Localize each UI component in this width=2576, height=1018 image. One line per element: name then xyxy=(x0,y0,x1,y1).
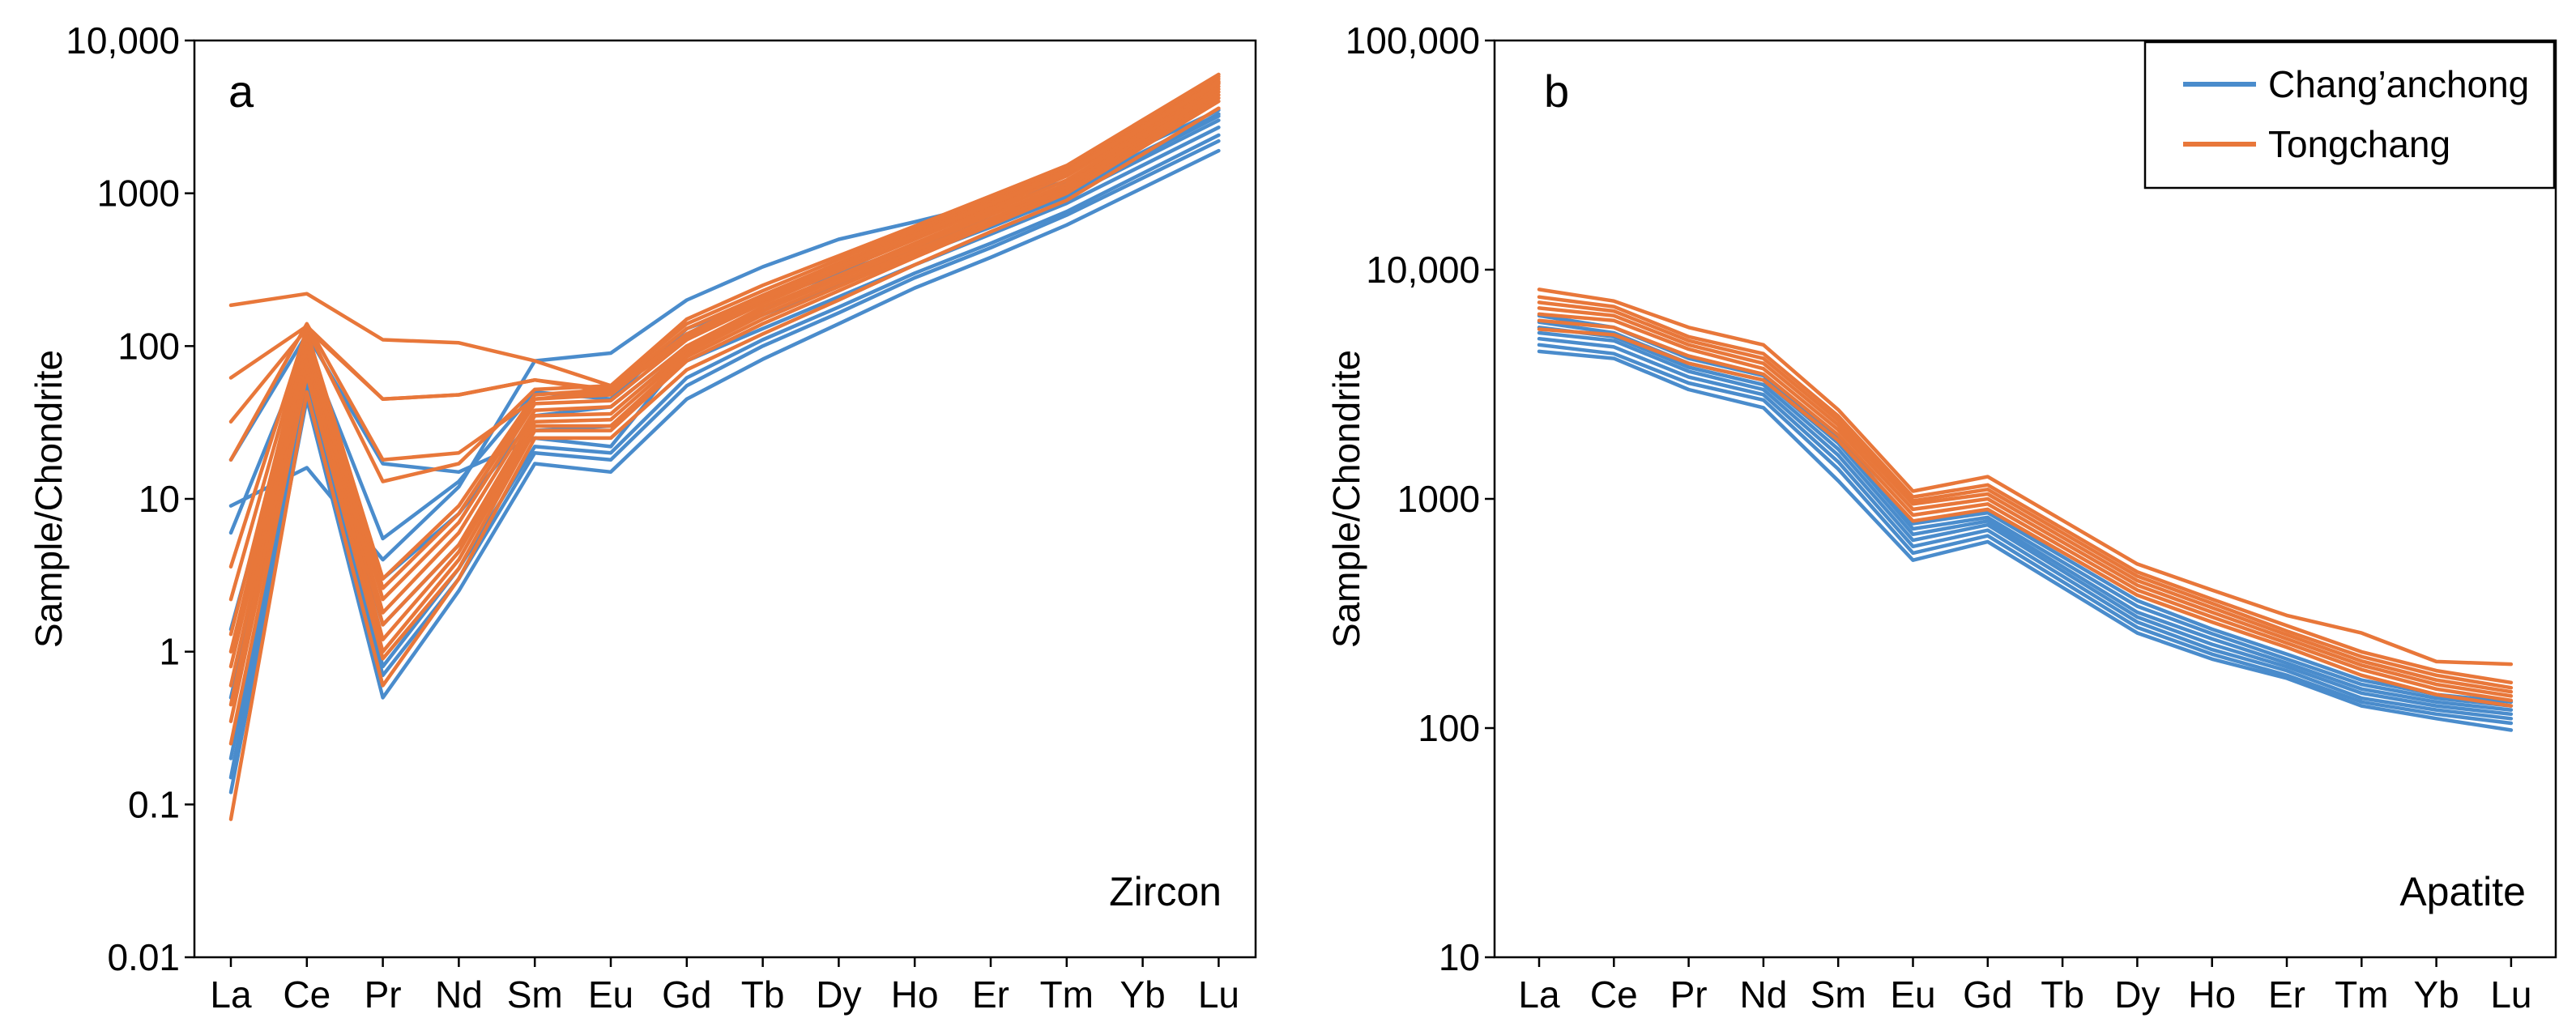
apatite-x-tick-label: Dy xyxy=(2114,973,2160,1016)
zircon-y-tick-label: 100 xyxy=(117,325,180,367)
apatite-series-line xyxy=(1537,326,2514,712)
apatite-y-tick-label: 1000 xyxy=(1397,478,1480,520)
zircon-y-tick-label: 0.01 xyxy=(107,936,180,978)
zircon-series-line xyxy=(228,106,1221,821)
zircon-y-tick-label: 1 xyxy=(159,631,180,673)
apatite-x-tick-label: Ho xyxy=(2188,973,2236,1016)
apatite-y-tick-label: 10,000 xyxy=(1366,249,1480,291)
zircon-series-line xyxy=(228,87,1221,669)
apatite-series-line xyxy=(1537,306,2514,694)
apatite-panel: 10 100 1000 10,000 100,000 La Ce Pr Nd Sm Eu Gd Tb Dy… xyxy=(1325,19,2557,1016)
zircon-y-tick-label: 1000 xyxy=(97,173,180,215)
zircon-series-line xyxy=(228,80,1221,402)
zircon-x-tick-label: Yb xyxy=(1120,973,1165,1016)
zircon-x-tick-label: Tm xyxy=(1040,973,1094,1016)
zircon-x-tick-label: Lu xyxy=(1198,973,1239,1016)
apatite-series-layer xyxy=(1537,288,2514,732)
zircon-y-tick-label: 0.1 xyxy=(128,783,180,825)
apatite-series-line xyxy=(1537,295,2514,685)
zircon-panel-letter: a xyxy=(228,66,254,117)
legend-label-tongchang: Tongchang xyxy=(2268,123,2450,165)
apatite-series-line xyxy=(1537,343,2514,726)
legend: Chang’anchong Tongchang xyxy=(2143,40,2556,190)
zircon-x-tick-label: Tb xyxy=(741,973,785,1016)
zircon-y-tick-label: 10,000 xyxy=(66,19,180,62)
apatite-x-tick-label: La xyxy=(1518,973,1560,1016)
zircon-x-tick-label: Pr xyxy=(365,973,402,1016)
zircon-x-tick-label: Nd xyxy=(435,973,483,1016)
apatite-series-line xyxy=(1537,313,2514,705)
zircon-x-tick-label: La xyxy=(210,973,252,1016)
zircon-series-line xyxy=(228,133,1221,760)
apatite-series-line xyxy=(1537,327,2514,708)
apatite-series-line xyxy=(1537,330,2514,717)
apatite-series-line xyxy=(1537,336,2514,721)
apatite-x-tick-label: Sm xyxy=(1810,973,1866,1016)
apatite-y-tick-label: 100 xyxy=(1418,707,1480,749)
legend-box xyxy=(2143,40,2556,190)
zircon-mineral-label: Zircon xyxy=(1109,869,1222,914)
zircon-panel: 0.01 0.1 1 10 100 1000 10,000 La Ce Pr Nd Sm Eu Gd Tb D… xyxy=(28,19,1257,1016)
apatite-x-tick-label: Eu xyxy=(1890,973,1935,1016)
zircon-y-tick-label: 10 xyxy=(139,478,180,520)
zircon-series-line xyxy=(228,138,1221,780)
apatite-series-line xyxy=(1537,300,2514,690)
apatite-x-tick-label: Lu xyxy=(2490,973,2531,1016)
apatite-x-tick-label: Tb xyxy=(2041,973,2084,1016)
apatite-series-line xyxy=(1537,318,2514,703)
zircon-series-line xyxy=(228,77,1221,602)
zircon-series-line xyxy=(228,82,1221,424)
zircon-x-tick-label: Ce xyxy=(283,973,331,1016)
apatite-tick-layer: 10 100 1000 10,000 100,000 La Ce Pr Nd Sm Eu Gd Tb Dy… xyxy=(1346,19,2532,1016)
zircon-series-line xyxy=(228,148,1221,794)
apatite-y-tick-label: 10 xyxy=(1439,936,1480,978)
zircon-series-layer xyxy=(228,72,1221,821)
apatite-y-axis-title: Sample/Chondrite xyxy=(1325,350,1367,648)
zircon-tick-layer: 0.01 0.1 1 10 100 1000 10,000 La Ce Pr Nd Sm Eu Gd Tb D… xyxy=(66,19,1239,1016)
apatite-x-tick-label: Gd xyxy=(1963,973,2012,1016)
apatite-x-tick-label: Nd xyxy=(1739,973,1787,1016)
zircon-series-line xyxy=(228,90,1221,688)
apatite-series-line xyxy=(1537,349,2514,732)
apatite-panel-letter: b xyxy=(1544,66,1569,117)
zircon-x-tick-label: Er xyxy=(972,973,1009,1016)
zircon-series-line xyxy=(228,93,1221,707)
zircon-y-axis-title: Sample/Chondrite xyxy=(28,350,70,648)
apatite-x-tick-label: Ce xyxy=(1590,973,1638,1016)
legend-label-changanchong: Chang’anchong xyxy=(2268,63,2529,105)
zircon-x-tick-label: Eu xyxy=(588,973,633,1016)
apatite-series-line xyxy=(1537,288,2514,667)
zircon-x-tick-label: Dy xyxy=(816,973,861,1016)
zircon-series-line xyxy=(228,96,1221,723)
zircon-x-tick-label: Sm xyxy=(507,973,563,1016)
zircon-series-line xyxy=(228,72,1221,388)
apatite-x-tick-label: Tm xyxy=(2335,973,2388,1016)
apatite-y-tick-label: 100,000 xyxy=(1346,19,1480,62)
apatite-mineral-label: Apatite xyxy=(2399,869,2526,914)
apatite-x-tick-label: Er xyxy=(2268,973,2305,1016)
apatite-x-tick-label: Pr xyxy=(1670,973,1708,1016)
zircon-x-tick-label: Gd xyxy=(662,973,711,1016)
zircon-series-line xyxy=(228,99,1221,746)
zircon-series-line xyxy=(228,79,1221,462)
apatite-x-tick-label: Yb xyxy=(2413,973,2459,1016)
apatite-series-line xyxy=(1537,312,2514,698)
zircon-x-tick-label: Ho xyxy=(891,973,939,1016)
